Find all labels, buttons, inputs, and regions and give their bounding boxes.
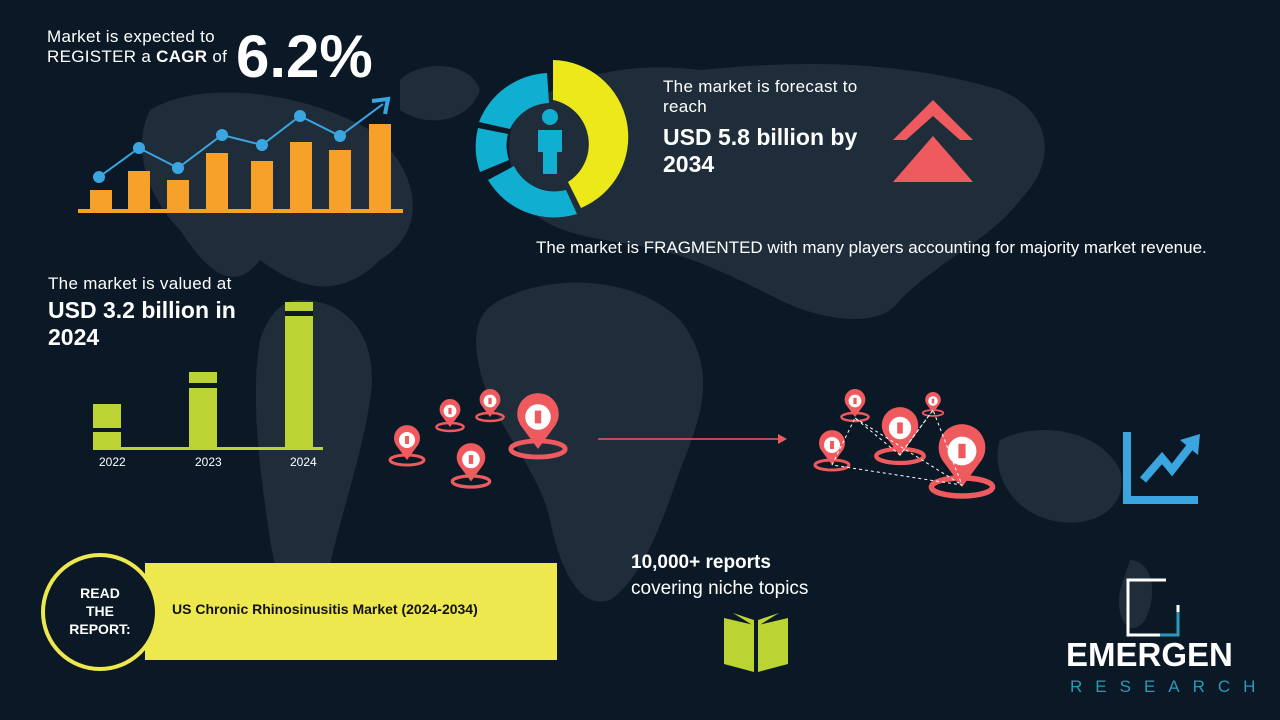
emergen-logo-mark: [1126, 578, 1180, 637]
map-pin-icon: [928, 424, 996, 499]
cagr-text: Market is expected to REGISTER a CAGR of: [47, 27, 228, 66]
year-label: 2024: [290, 455, 317, 469]
forecast-value: USD 5.8 billion by 2034: [663, 124, 858, 177]
map-pin-icon: [813, 430, 851, 472]
donut-person-icon: [475, 60, 629, 218]
valued-value: USD 3.2 billion in 2024: [48, 297, 236, 350]
valued-intro: The market is valued at: [48, 274, 232, 293]
market-value-bars: [93, 302, 323, 450]
map-pin-icon: [388, 425, 426, 467]
reports-text: 10,000+ reports covering niche topics: [631, 552, 809, 599]
map-pin-icon: [840, 389, 870, 423]
location-pins-icon: [388, 389, 996, 499]
map-pin-icon: [508, 393, 568, 460]
logo-name: EMERGEN: [1066, 636, 1233, 673]
report-title-link[interactable]: US Chronic Rhinosinusitis Market (2024-2…: [172, 601, 478, 617]
map-pin-icon: [450, 443, 492, 489]
report-banner: [145, 563, 557, 660]
map-pin-icon: [921, 392, 945, 417]
open-book-icon: [724, 613, 788, 672]
map-pin-icon: [874, 407, 926, 466]
logo-sub: RESEARCH: [1070, 677, 1269, 696]
cagr-value: 6.2%: [236, 23, 373, 90]
growth-chart-icon: [78, 96, 403, 213]
trend-chart-icon: [1123, 432, 1198, 504]
map-pin-icon: [475, 389, 505, 423]
year-label: 2023: [195, 455, 222, 469]
year-label: 2022: [99, 455, 126, 469]
read-report-label: READ THE REPORT:: [69, 585, 131, 637]
fragmented-text: The market is FRAGMENTED with many playe…: [536, 238, 1207, 257]
forecast-intro: The market is forecast to reach: [663, 77, 858, 116]
double-chevron-up-icon: [893, 100, 973, 182]
map-pin-icon: [435, 399, 465, 433]
